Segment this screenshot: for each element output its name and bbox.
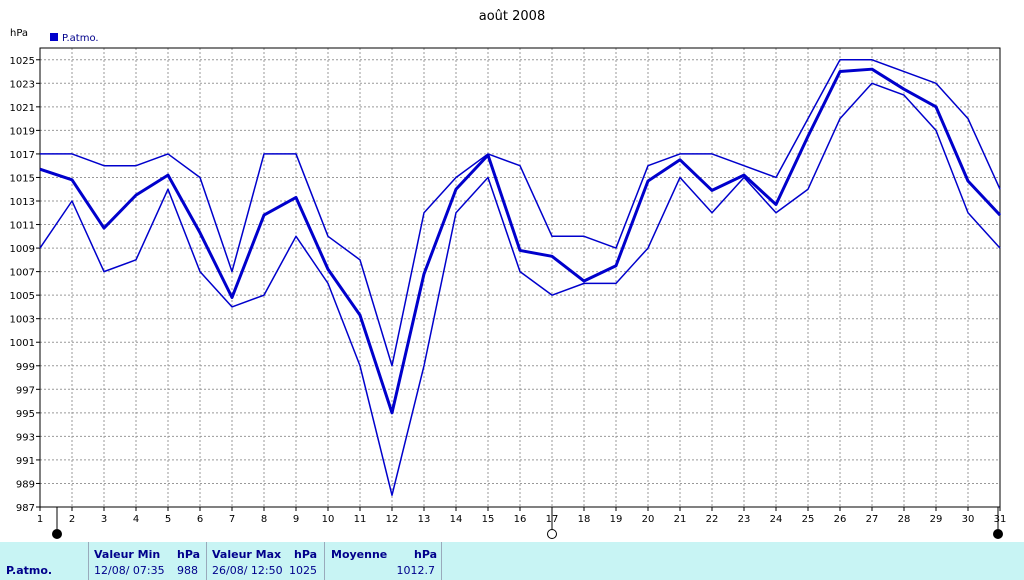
x-tick-label: 7	[229, 514, 235, 525]
max-unit: hPa	[294, 548, 318, 561]
stats-bar: P.atmo. Valeur Min hPa 12/08/ 07:35 988 …	[0, 542, 1024, 580]
y-tick-label: 1001	[10, 338, 35, 349]
x-tick-label: 23	[738, 514, 751, 525]
y-tick-label: 997	[16, 385, 35, 396]
x-tick-label: 30	[962, 514, 975, 525]
min-header: Valeur Min	[94, 548, 161, 561]
x-tick-label: 22	[706, 514, 719, 525]
avg-header: Moyenne	[331, 548, 388, 561]
y-tick-label: 1011	[10, 221, 35, 232]
x-tick-label: 13	[418, 514, 431, 525]
series-line-mean	[39, 67, 1002, 415]
x-tick-label: 15	[482, 514, 495, 525]
series-line-min	[39, 82, 1001, 496]
max-timestamp: 26/08/ 12:50	[212, 564, 283, 577]
max-value: 1025	[289, 564, 317, 577]
y-tick-label: 995	[16, 409, 35, 420]
x-tick-label: 5	[165, 514, 171, 525]
x-tick-label: 6	[197, 514, 203, 525]
x-tick-label: 10	[322, 514, 335, 525]
y-tick-label: 1021	[10, 103, 35, 114]
min-unit: hPa	[177, 548, 201, 561]
stats-row-label: P.atmo.	[6, 564, 53, 577]
x-tick-label: 29	[930, 514, 943, 525]
x-tick-label: 31	[994, 514, 1007, 525]
y-axis-ticks: 987 989 991 993 995 997 999 1001 1003 1005 1007 100…	[10, 56, 40, 514]
max-header: Valeur Max	[212, 548, 282, 561]
x-tick-label: 2	[69, 514, 75, 525]
series-lines	[39, 59, 1002, 496]
y-tick-label: 991	[16, 456, 35, 467]
y-tick-label: 987	[16, 503, 35, 514]
x-tick-label: 21	[674, 514, 687, 525]
y-tick-label: 1017	[10, 150, 35, 161]
x-tick-label: 11	[354, 514, 367, 525]
x-tick-label: 9	[293, 514, 299, 525]
pressure-chart: août 2008 hPa P.atmo. 987989991993995997…	[10, 9, 1007, 539]
y-tick-label: 1007	[10, 268, 35, 279]
x-tick-label: 1	[37, 514, 43, 525]
x-tick-label: 28	[898, 514, 911, 525]
x-axis-ticks: 1 2 3 4 5 6 7 8 9 10 11 12 13 14 15 16 17 18 19 20 21 22 23 24 2…	[37, 507, 1007, 525]
y-tick-label: 1009	[10, 244, 35, 255]
y-tick-label: 1013	[10, 197, 35, 208]
avg-unit: hPa	[414, 548, 438, 561]
x-tick-label: 24	[770, 514, 783, 525]
x-tick-label: 3	[101, 514, 107, 525]
y-tick-label: 1025	[10, 56, 35, 67]
grid-lines	[39, 48, 1001, 508]
y-tick-label: 1015	[10, 173, 35, 184]
y-tick-label: 1019	[10, 126, 35, 137]
x-tick-label: 4	[133, 514, 139, 525]
y-tick-label: 1005	[10, 291, 35, 302]
legend-label: P.atmo.	[62, 33, 99, 44]
min-timestamp: 12/08/ 07:35	[94, 564, 165, 577]
y-tick-label: 1023	[10, 79, 35, 90]
min-value: 988	[177, 564, 198, 577]
new-moon-icon	[52, 529, 62, 539]
x-tick-label: 8	[261, 514, 267, 525]
x-tick-label: 26	[834, 514, 847, 525]
y-axis-unit: hPa	[10, 28, 28, 39]
avg-value: 1012.7	[396, 564, 436, 577]
y-tick-label: 1003	[10, 315, 35, 326]
x-tick-label: 14	[450, 514, 463, 525]
x-tick-label: 16	[514, 514, 527, 525]
x-tick-label: 12	[386, 514, 399, 525]
chart-title: août 2008	[479, 9, 545, 24]
x-tick-label: 18	[578, 514, 591, 525]
x-tick-label: 25	[802, 514, 815, 525]
x-tick-label: 20	[642, 514, 655, 525]
y-tick-label: 993	[16, 432, 35, 443]
moon-phase-markers	[52, 507, 1003, 539]
legend-swatch	[50, 33, 58, 41]
series-line-max	[40, 59, 1001, 367]
x-tick-label: 19	[610, 514, 623, 525]
y-tick-label: 999	[16, 362, 35, 373]
full-moon-icon	[547, 529, 557, 539]
y-tick-label: 989	[16, 479, 35, 490]
x-tick-label: 27	[866, 514, 879, 525]
new-moon-icon	[993, 529, 1003, 539]
